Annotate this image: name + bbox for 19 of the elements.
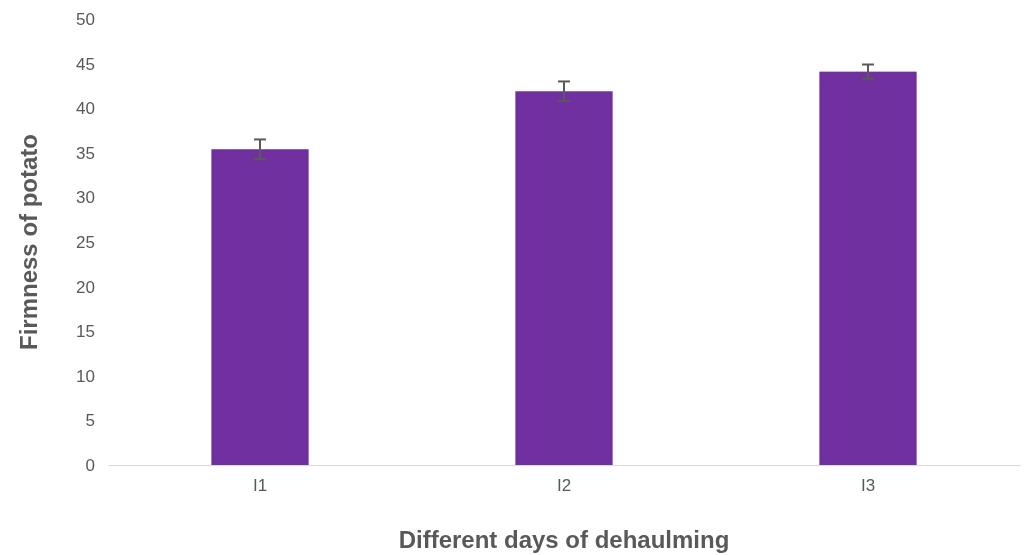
x-tick-label: I3 — [860, 476, 876, 496]
x-axis-title: Different days of dehaulming — [398, 526, 730, 553]
y-tick-label: 40 — [76, 99, 95, 119]
y-axis-title: Firmness of potato — [15, 133, 42, 351]
y-tick-label: 45 — [76, 54, 95, 74]
y-tick-label: 10 — [76, 366, 95, 386]
y-tick-label: 20 — [76, 277, 95, 297]
y-tick-label: 50 — [76, 9, 95, 29]
y-tick-label: 5 — [85, 411, 95, 431]
y-tick-label: 0 — [85, 455, 95, 475]
x-tick-label: I2 — [556, 476, 572, 496]
y-tick-label: 25 — [76, 232, 95, 252]
y-tick-label: 30 — [76, 188, 95, 208]
bar — [819, 71, 917, 465]
bar — [211, 149, 309, 465]
x-tick-label: I1 — [252, 476, 268, 496]
y-tick-label: 15 — [76, 322, 95, 342]
bar — [515, 91, 613, 465]
y-tick-label: 35 — [76, 143, 95, 163]
